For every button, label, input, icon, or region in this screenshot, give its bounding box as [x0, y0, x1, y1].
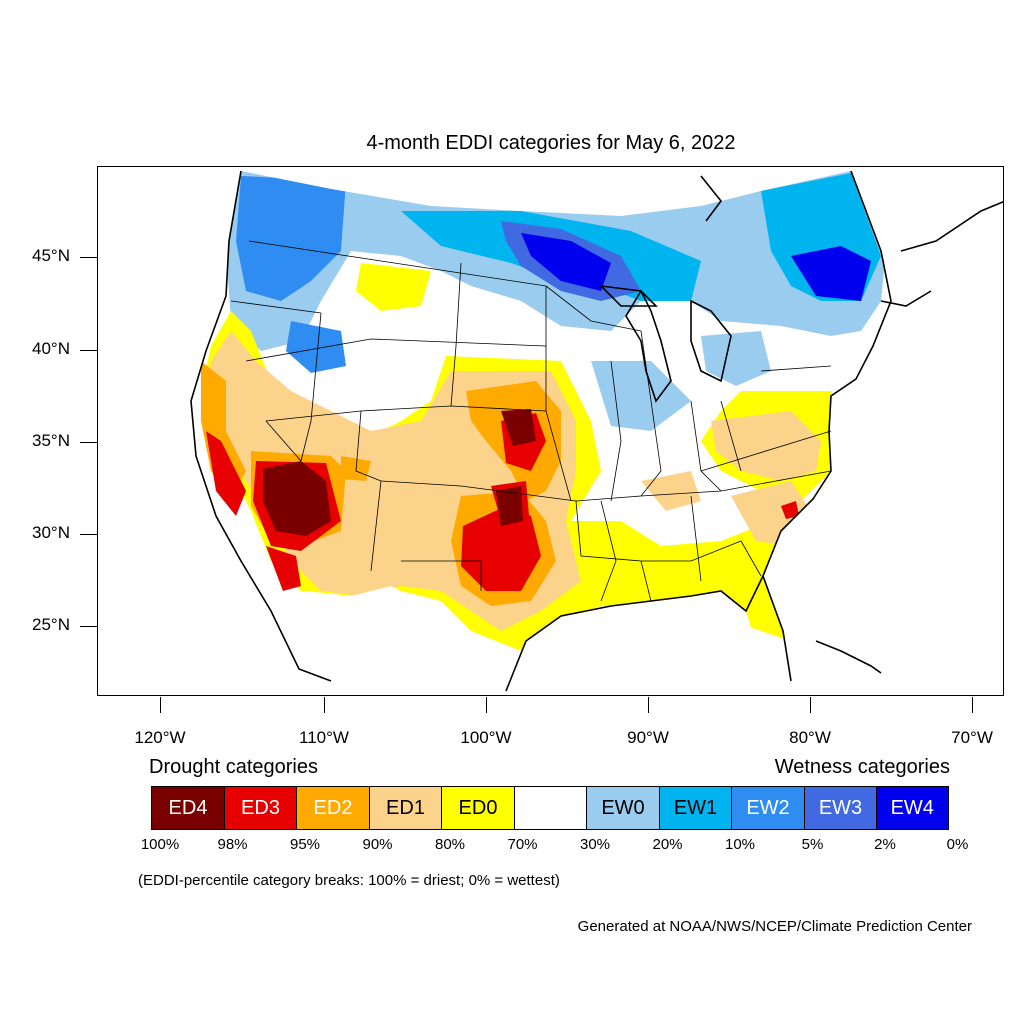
lon-tick-80	[810, 697, 811, 713]
legend-box-ew3: EW3	[803, 786, 877, 830]
lat-label-35: 35°N	[32, 431, 70, 450]
legend-box-ed3: ED3	[223, 786, 297, 830]
legend-percentile-label: 80%	[434, 836, 466, 853]
state-boundaries	[230, 240, 832, 602]
lon-label-80: 80°W	[789, 728, 831, 747]
legend-box-ed0: ED0	[441, 786, 514, 830]
legend-percentile-label: 70%	[507, 836, 538, 853]
lat-tick-40	[80, 350, 97, 351]
legend-box-ew1: EW1	[658, 786, 732, 830]
lon-label-90: 90°W	[627, 728, 669, 747]
legend-box-ew2: EW2	[731, 786, 804, 830]
legend-box-ew0: EW0	[586, 786, 659, 830]
legend-percentile-label: 0%	[946, 836, 969, 853]
map-svg	[190, 170, 1003, 692]
drought-heading: Drought categories	[149, 756, 318, 778]
legend-box-ed4: ED4	[151, 786, 224, 830]
lat-tick-25	[80, 626, 97, 627]
legend-box-ew4: EW4	[876, 786, 949, 830]
legend-percentile-label: 20%	[652, 836, 683, 853]
legend-percentile-label: 30%	[579, 836, 611, 853]
lon-tick-90	[648, 697, 649, 713]
lat-tick-45	[80, 257, 97, 258]
legend-percentile-label: 98%	[217, 836, 248, 853]
legend-percentile-label: 2%	[874, 836, 896, 853]
map-panel	[97, 166, 1004, 696]
legend-box-ed2: ED2	[296, 786, 369, 830]
eddi-field	[191, 171, 891, 691]
lon-label-110: 110°W	[299, 728, 349, 747]
map-title: 4-month EDDI categories for May 6, 2022	[366, 132, 736, 154]
category-note: (EDDI-percentile category breaks: 100% =…	[138, 872, 560, 889]
wetness-heading: Wetness categories	[774, 756, 950, 778]
lat-tick-35	[80, 442, 97, 443]
lat-label-45: 45°N	[32, 246, 70, 265]
legend-percentile-label: 100%	[140, 836, 180, 853]
legend-box-neutral	[513, 786, 587, 830]
lon-label-70: 70°W	[951, 728, 993, 747]
legend-percentile-label: 95%	[289, 836, 321, 853]
lon-tick-110	[324, 697, 325, 713]
lon-tick-100	[486, 697, 487, 713]
lat-label-30: 30°N	[32, 523, 70, 542]
lat-label-40: 40°N	[32, 339, 70, 358]
lon-label-100: 100°W	[460, 728, 512, 747]
lon-label-120: 120°W	[134, 728, 186, 747]
legend-box-ed1: ED1	[368, 786, 442, 830]
legend-percentile-label: 5%	[801, 836, 824, 853]
lat-tick-30	[80, 534, 97, 535]
lon-tick-120	[160, 697, 161, 713]
lat-label-25: 25°N	[32, 615, 70, 634]
lon-tick-70	[972, 697, 973, 713]
credit-line: Generated at NOAA/NWS/NCEP/Climate Predi…	[577, 918, 972, 935]
legend-percentile-label: 90%	[362, 836, 393, 853]
legend-percentile-label: 10%	[724, 836, 756, 853]
